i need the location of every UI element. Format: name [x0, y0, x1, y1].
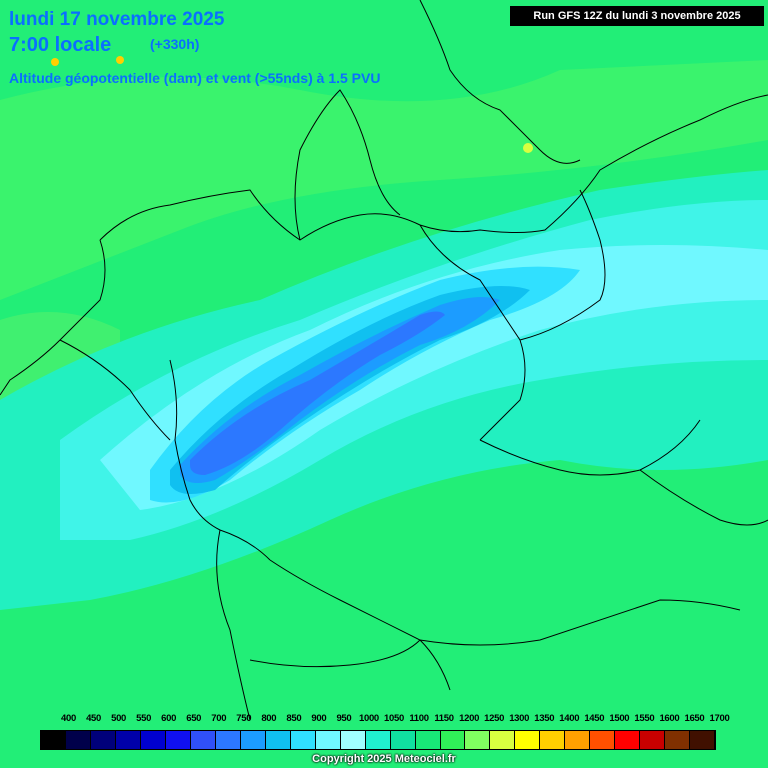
legend-label: 1200 [459, 713, 480, 724]
coastline-netherlands [0, 239, 106, 396]
legend-swatch [340, 731, 366, 749]
run-info-box: Run GFS 12Z du lundi 3 novembre 2025 [510, 6, 764, 26]
legend-swatch [640, 731, 666, 749]
border-france [216, 529, 251, 721]
legend-label: 1100 [409, 713, 429, 724]
legend-label: 1650 [684, 713, 705, 724]
legend-label: 550 [136, 713, 152, 724]
legend-label: 1000 [358, 713, 379, 724]
legend-label: 750 [236, 713, 252, 724]
legend-colorbar [40, 730, 716, 750]
legend-label: 950 [336, 713, 352, 724]
legend-label: 900 [311, 713, 327, 724]
legend-swatch [465, 731, 491, 749]
legend-swatch [665, 731, 691, 749]
legend-swatch [190, 731, 216, 749]
border-czech [479, 419, 701, 476]
legend-swatch [41, 731, 66, 749]
legend-label: 800 [261, 713, 277, 724]
legend-swatch [65, 731, 91, 749]
border-germany-south [269, 559, 451, 691]
border-poland [519, 189, 606, 341]
legend-label: 500 [111, 713, 127, 724]
legend-labels: 400 450 500 550 600 650 700 750 800 850 900 950 1000… [40, 713, 730, 727]
legend-label: 1150 [434, 713, 454, 724]
legend-swatch [90, 731, 116, 749]
legend-swatch [440, 731, 466, 749]
legend-swatch [315, 731, 341, 749]
coastline-sweden [419, 0, 581, 164]
legend-label: 1700 [709, 713, 730, 724]
legend-label: 400 [61, 713, 76, 724]
legend-swatch [540, 731, 566, 749]
legend-label: 650 [186, 713, 202, 724]
legend-label: 450 [86, 713, 102, 724]
legend-label: 600 [161, 713, 177, 724]
legend-swatch [565, 731, 591, 749]
border-slovakia [639, 469, 768, 526]
legend-swatch [165, 731, 191, 749]
legend-label: 1600 [659, 713, 680, 724]
forecast-offset: (+330h) [150, 36, 200, 52]
warm-spot-2 [116, 56, 124, 64]
legend-swatch [515, 731, 541, 749]
border-switzerland [249, 639, 421, 668]
map-description: Altitude géopotentielle (dam) et vent (>… [9, 70, 381, 86]
border-germany-west [169, 359, 271, 561]
legend-swatch [690, 731, 716, 749]
legend-swatch [240, 731, 266, 749]
border-austria [419, 599, 741, 646]
legend-label: 1450 [584, 713, 605, 724]
legend-swatch [265, 731, 291, 749]
jet-band-core [190, 311, 445, 475]
legend-swatch [290, 731, 316, 749]
border-belgium [59, 339, 171, 441]
legend-label: 1500 [609, 713, 630, 724]
legend-swatch [415, 731, 441, 749]
legend-label: 850 [286, 713, 302, 724]
legend-swatch [140, 731, 166, 749]
legend-swatch [365, 731, 391, 749]
legend-label: 1250 [484, 713, 505, 724]
legend-swatch [490, 731, 516, 749]
legend-label: 1550 [634, 713, 655, 724]
legend-label: 1050 [384, 713, 404, 724]
borders [0, 0, 768, 721]
legend-swatch [215, 731, 241, 749]
legend-label: 1300 [509, 713, 530, 724]
warm-spot-3 [523, 143, 533, 153]
border-germany-east [419, 224, 526, 441]
forecast-date: lundi 17 novembre 2025 [9, 9, 225, 30]
field-band-north-light [0, 60, 768, 300]
legend-label: 700 [211, 713, 227, 724]
forecast-time: 7:00 locale [9, 34, 112, 56]
legend-label: 1400 [559, 713, 580, 724]
legend-swatch [115, 731, 141, 749]
warm-spot-1 [51, 58, 59, 66]
legend-swatch [590, 731, 616, 749]
legend-label: 1350 [534, 713, 555, 724]
coastline-denmark [294, 89, 401, 241]
copyright: Copyright 2025 Meteociel.fr [312, 753, 456, 765]
legend-swatch [615, 731, 641, 749]
legend-swatch [390, 731, 416, 749]
